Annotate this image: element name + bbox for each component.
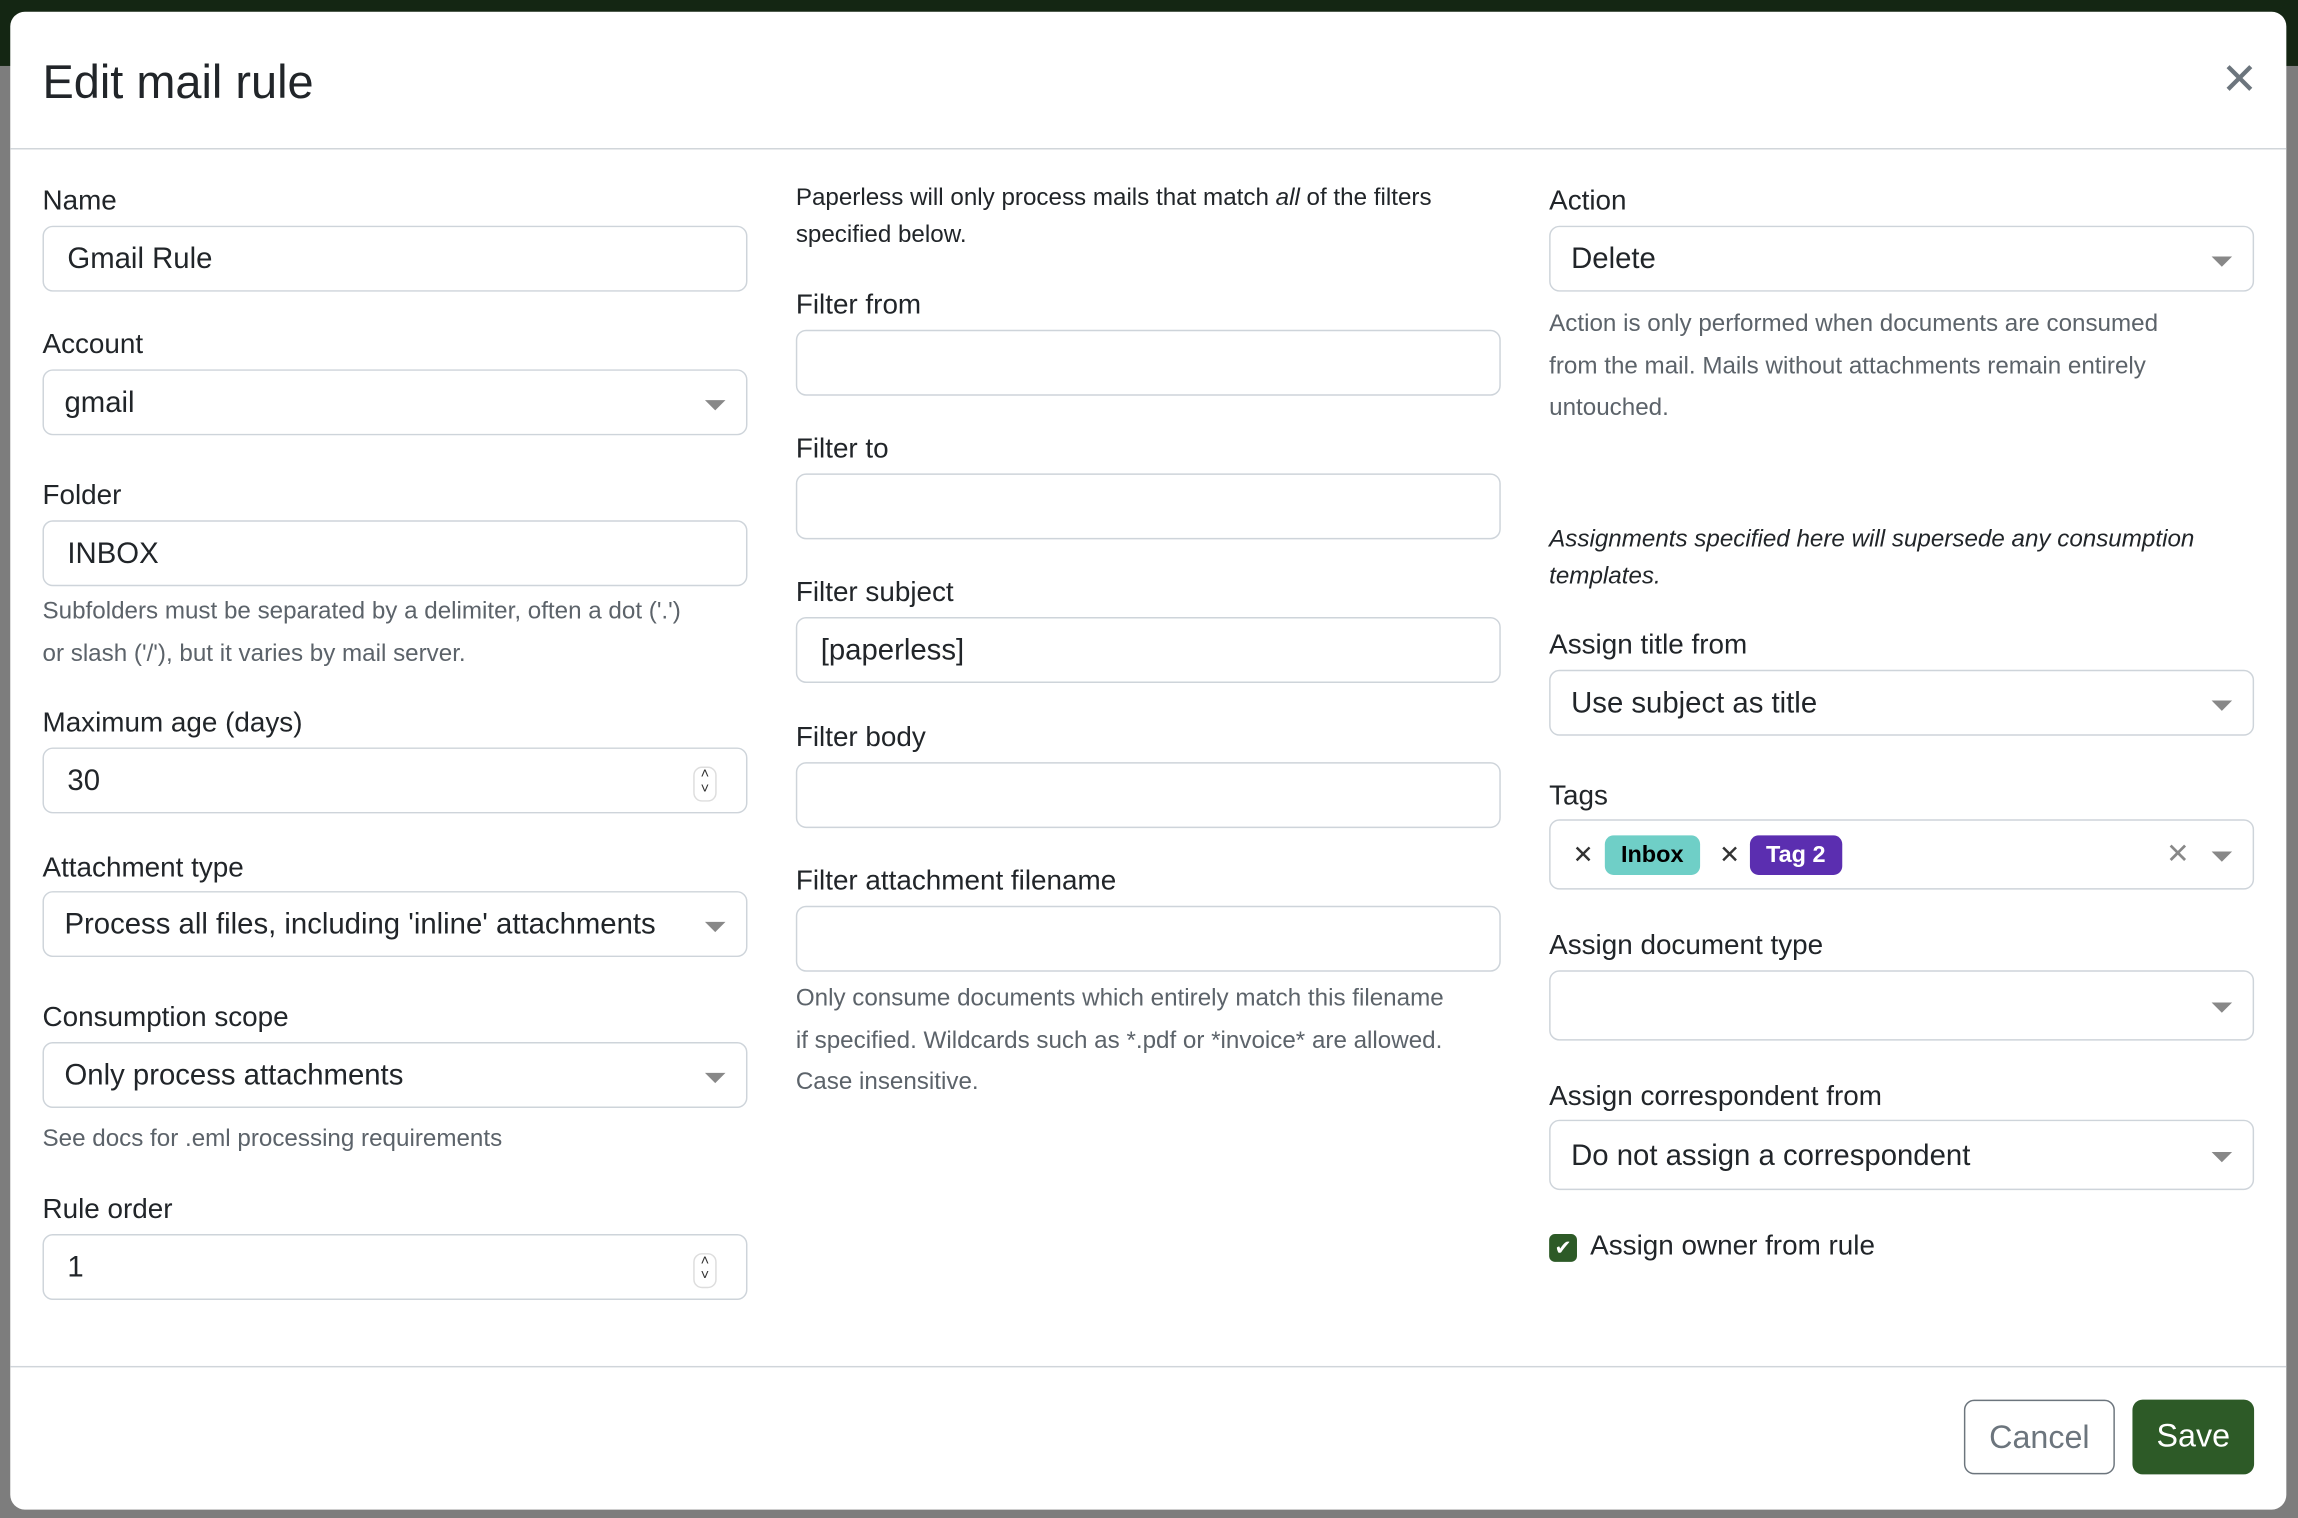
doc-type-select[interactable]	[1549, 970, 2255, 1041]
rule-order-input[interactable]: 1 ˄ ˅	[42, 1234, 748, 1300]
rule-order-label: Rule order	[42, 1194, 173, 1226]
help-line: Case insensitive.	[795, 1068, 979, 1095]
tags-label: Tags	[1549, 781, 1608, 812]
footer-divider	[10, 1365, 2287, 1368]
tag-chip: Inbox	[1604, 835, 1700, 875]
edit-mail-rule-dialog: Edit mail rule ✕ Name Gmail Rule Account…	[10, 11, 2287, 1510]
correspondent-value: Do not assign a correspondent	[1571, 1140, 1971, 1173]
account-label: Account	[42, 329, 144, 361]
filter-body-input[interactable]	[795, 762, 1501, 829]
assign-title-label: Assign title from	[1549, 630, 1748, 661]
close-icon[interactable]: ✕	[2221, 55, 2258, 105]
chevron-down-icon	[704, 400, 726, 411]
account-value: gmail	[64, 386, 135, 420]
tag-chip: Tag 2	[1749, 835, 1842, 875]
tags-select[interactable]: ✕ Inbox ✕ Tag 2 ✕	[1549, 819, 2255, 890]
chevron-down-icon	[2211, 1002, 2233, 1013]
filter-to-label: Filter to	[795, 433, 889, 465]
clear-all-icon[interactable]: ✕	[2166, 839, 2190, 871]
filter-subject-value: [paperless]	[820, 634, 965, 667]
filter-from-label: Filter from	[795, 290, 922, 321]
correspondent-select[interactable]: Do not assign a correspondent	[1549, 1119, 2255, 1191]
action-help: Action is only performed when documents …	[1549, 303, 2158, 428]
header-divider	[10, 148, 2287, 150]
chevron-down-icon	[2211, 851, 2233, 862]
filter-to-input[interactable]	[795, 473, 1501, 540]
note-line: Assignments specified here will supersed…	[1549, 526, 2195, 553]
folder-value: INBOX	[67, 537, 159, 571]
folder-label: Folder	[42, 480, 122, 512]
dialog-title: Edit mail rule	[42, 55, 314, 109]
consumption-scope-value: Only process attachments	[64, 1059, 404, 1092]
chevron-down-icon	[2211, 256, 2233, 267]
cancel-button[interactable]: Cancel	[1963, 1399, 2115, 1475]
chevron-down-icon	[2211, 1151, 2233, 1163]
assignments-note: Assignments specified here will supersed…	[1549, 522, 2194, 594]
name-input[interactable]: Gmail Rule	[42, 225, 748, 292]
note-line: templates.	[1549, 562, 1661, 589]
consumption-scope-label: Consumption scope	[42, 1002, 289, 1034]
filter-from-input[interactable]	[795, 329, 1501, 396]
help-line: untouched.	[1549, 394, 1669, 421]
help-line: from the mail. Mails without attachments…	[1549, 352, 2146, 379]
action-label: Action	[1549, 186, 1627, 217]
action-value: Delete	[1571, 243, 1656, 276]
rule-order-value: 1	[67, 1251, 84, 1284]
remove-tag-icon[interactable]: ✕	[1572, 841, 1594, 870]
filter-body-label: Filter body	[795, 722, 926, 754]
filter-subject-label: Filter subject	[795, 577, 954, 609]
correspondent-label: Assign correspondent from	[1549, 1081, 1882, 1113]
chevron-down-icon	[704, 1072, 726, 1084]
folder-input[interactable]: INBOX	[42, 520, 748, 587]
attachment-type-label: Attachment type	[42, 852, 244, 884]
owner-checkbox-label[interactable]: Assign owner from rule	[1590, 1231, 1875, 1262]
help-line: Action is only performed when documents …	[1549, 310, 2159, 338]
folder-help-line: or slash ('/'), but it varies by mail se…	[42, 639, 466, 667]
filter-attachment-input[interactable]	[795, 905, 1501, 972]
number-spinner-icon[interactable]: ˄ ˅	[693, 766, 717, 802]
folder-help: Subfolders must be separated by a delimi…	[43, 591, 681, 675]
intro-text: of the filters	[1299, 184, 1432, 212]
chevron-down-icon	[2211, 700, 2233, 711]
doc-type-label: Assign document type	[1549, 930, 1824, 962]
help-line: if specified. Wildcards such as *.pdf or…	[795, 1026, 1443, 1054]
attachment-type-select[interactable]: Process all files, including 'inline' at…	[42, 891, 748, 958]
save-button[interactable]: Save	[2132, 1399, 2255, 1475]
name-label: Name	[42, 186, 117, 217]
max-age-input[interactable]: 30 ˄ ˅	[42, 747, 748, 814]
help-line: Only consume documents which entirely ma…	[795, 984, 1444, 1012]
number-spinner-icon[interactable]: ˄ ˅	[693, 1253, 717, 1289]
assign-title-select[interactable]: Use subject as title	[1549, 669, 2255, 736]
intro-text: Paperless will only process mails that m…	[795, 184, 1276, 212]
intro-emphasis: all	[1275, 184, 1300, 212]
filters-intro: Paperless will only process mails that m…	[796, 180, 1432, 252]
consumption-scope-help: See docs for .eml processing requirement…	[42, 1125, 503, 1152]
remove-tag-icon[interactable]: ✕	[1719, 841, 1741, 870]
folder-help-line: Subfolders must be separated by a delimi…	[42, 597, 681, 625]
action-select[interactable]: Delete	[1549, 225, 2255, 292]
filter-attachment-label: Filter attachment filename	[795, 866, 1117, 897]
intro-text: specified below.	[795, 220, 967, 247]
account-select[interactable]: gmail	[42, 369, 748, 436]
filter-subject-input[interactable]: [paperless]	[795, 617, 1501, 683]
name-value: Gmail Rule	[67, 243, 213, 276]
owner-checkbox[interactable]: ✔	[1549, 1234, 1577, 1262]
chevron-down-icon	[704, 921, 726, 933]
max-age-label: Maximum age (days)	[42, 707, 303, 739]
consumption-scope-select[interactable]: Only process attachments	[42, 1042, 748, 1108]
filter-attachment-help: Only consume documents which entirely ma…	[796, 978, 1444, 1103]
assign-title-value: Use subject as title	[1571, 687, 1818, 720]
max-age-value: 30	[67, 765, 101, 798]
attachment-type-value: Process all files, including 'inline' at…	[64, 908, 656, 941]
